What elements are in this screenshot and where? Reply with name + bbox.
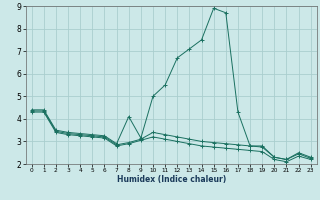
X-axis label: Humidex (Indice chaleur): Humidex (Indice chaleur) (116, 175, 226, 184)
